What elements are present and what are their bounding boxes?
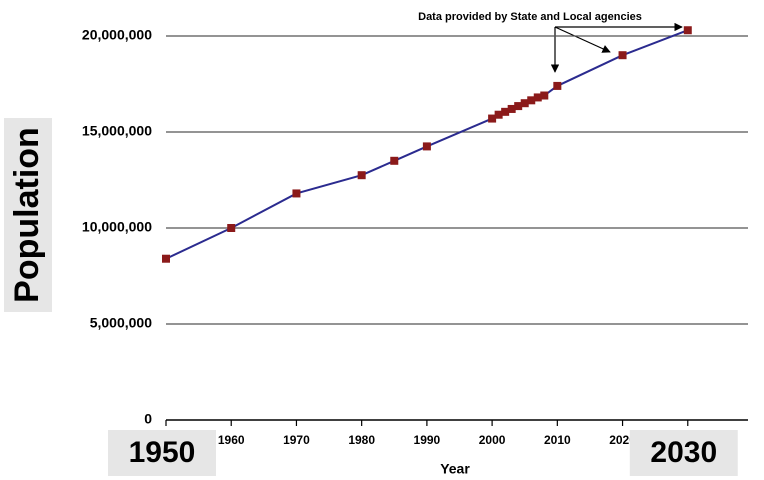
x-axis-label: Year (440, 461, 470, 477)
x-tick-label: 1950 (129, 436, 196, 469)
marker (292, 189, 301, 198)
x-tick-label: 1990 (414, 433, 441, 447)
marker (540, 91, 549, 100)
x-tick-label-box (629, 430, 738, 476)
marker (357, 171, 366, 180)
marker (422, 142, 431, 151)
x-tick-label: 1960 (218, 433, 245, 447)
marker (488, 114, 497, 123)
y-tick-label: 20,000,000 (82, 27, 152, 43)
marker (533, 93, 542, 102)
marker (514, 102, 523, 111)
marker (507, 104, 516, 113)
y-tick-label: 10,000,000 (82, 219, 152, 235)
marker (683, 26, 692, 35)
marker (390, 156, 399, 165)
annotation: Data provided by State and Local agencie… (418, 11, 642, 23)
annotation-arrows (550, 22, 683, 73)
marker (520, 99, 529, 108)
y-tick-label: 5,000,000 (90, 315, 152, 331)
marker (494, 110, 503, 119)
marker (527, 96, 536, 105)
marker (162, 254, 170, 263)
x-tick-label: 2020 (609, 433, 636, 447)
x-tick-label-box (108, 430, 216, 476)
marker (618, 51, 627, 60)
y-tick-label: 0 (144, 411, 152, 427)
y-axis-label: Population (8, 127, 46, 303)
marker (501, 107, 510, 116)
y-tick-label: 15,000,000 (82, 123, 152, 139)
x-tick-label: 2010 (544, 433, 571, 447)
y-label-box (4, 118, 52, 312)
marker (553, 81, 562, 90)
x-tick-label: 2030 (650, 436, 717, 469)
x-tick-label: 1980 (348, 433, 375, 447)
x-tick-label: 2000 (479, 433, 506, 447)
x-tick-label: 1970 (283, 433, 310, 447)
marker (227, 224, 236, 232)
